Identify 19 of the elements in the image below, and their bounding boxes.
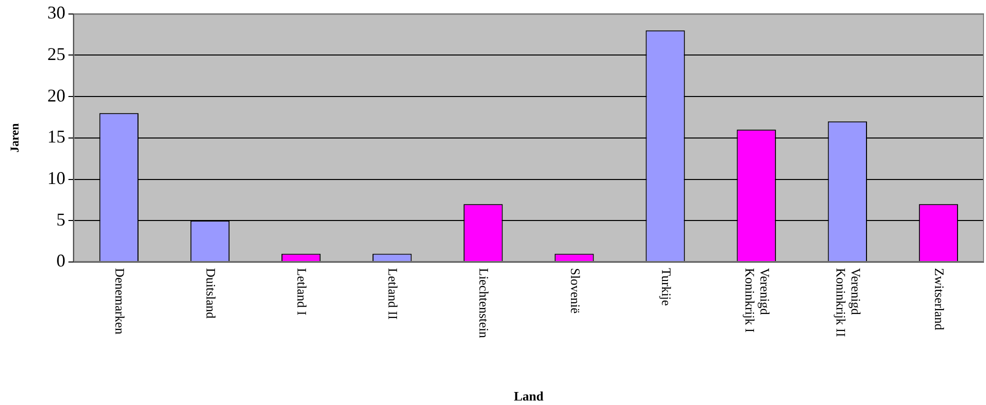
x-tick-label: Duitsland (204, 268, 219, 320)
x-tick-label: Turkije (658, 268, 674, 306)
y-tick-label: 5 (56, 209, 66, 230)
x-tick-label: Verenigd Koninkrijk II (833, 268, 864, 337)
x-tick-label: Zwitserland (932, 268, 948, 331)
x-tick-label: Denemarken (112, 268, 128, 335)
y-tick-label: 25 (47, 44, 66, 64)
x-tick-label: Slovenië (568, 268, 583, 314)
y-tick-label: 30 (47, 2, 66, 23)
x-tick-label: Letland II (386, 268, 401, 320)
y-tick-label: 15 (47, 126, 66, 147)
y-tick-label: 20 (47, 85, 66, 106)
y-tick-label: 0 (56, 250, 66, 271)
x-tick-label: Liechtenstein (476, 268, 492, 339)
x-axis-title: Land (514, 388, 544, 404)
x-tick-label: Letland I (294, 268, 310, 316)
y-tick-label: 10 (47, 168, 66, 188)
x-tick-label: Verenigd Koninkrijk I (742, 268, 772, 333)
y-axis-title: Jaren (7, 123, 22, 152)
